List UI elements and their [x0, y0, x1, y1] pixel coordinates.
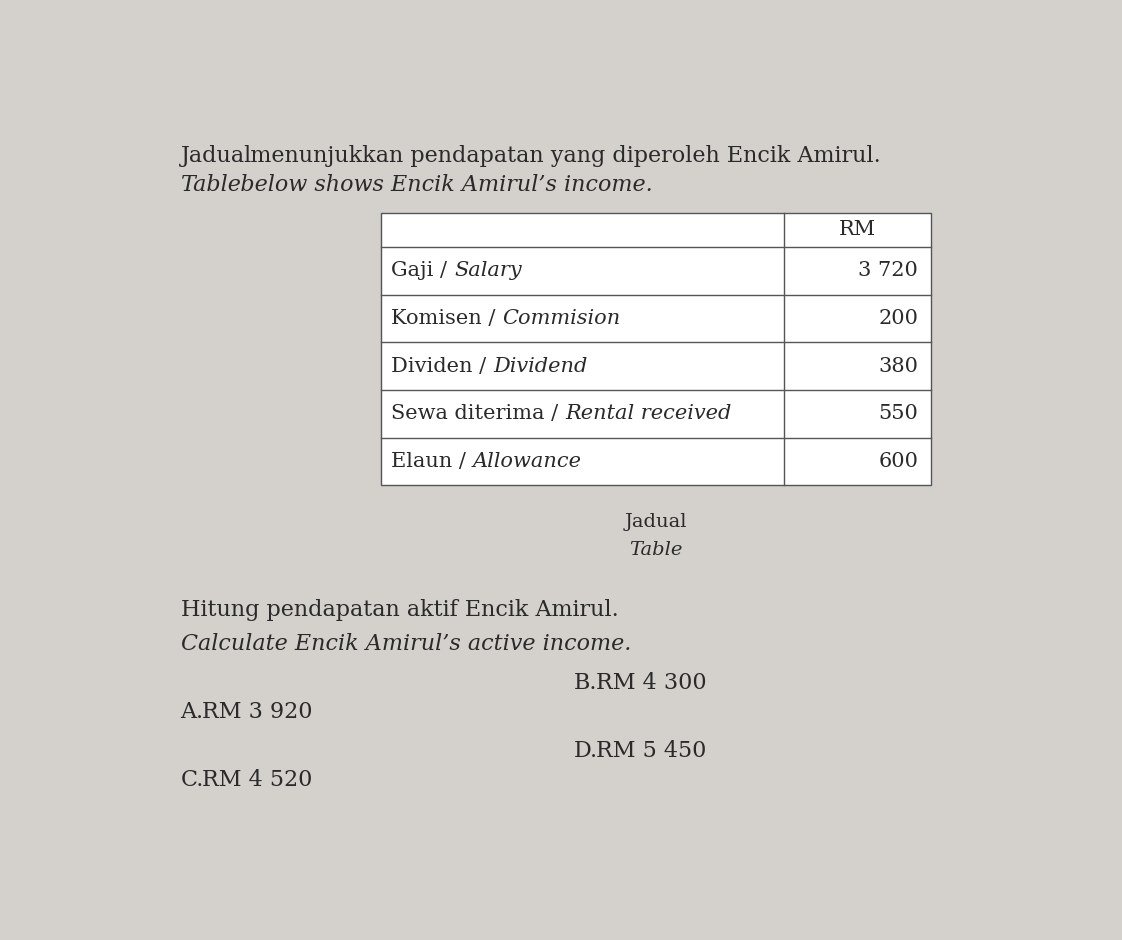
Text: RM 4 520: RM 4 520 — [202, 769, 313, 791]
Text: C.: C. — [181, 769, 204, 791]
Text: Sewa diterima /: Sewa diterima / — [392, 404, 565, 423]
Text: Allowance: Allowance — [472, 452, 582, 471]
Text: Hitung pendapatan aktif Encik Amirul.: Hitung pendapatan aktif Encik Amirul. — [181, 600, 618, 621]
Text: Dividen /: Dividen / — [392, 356, 493, 376]
Bar — [380, 212, 931, 485]
Text: 550: 550 — [879, 404, 918, 423]
Text: Calculate Encik Amirul’s active income.: Calculate Encik Amirul’s active income. — [181, 634, 631, 655]
Text: D.: D. — [574, 740, 598, 761]
Text: Rental received: Rental received — [565, 404, 732, 423]
Text: RM 3 920: RM 3 920 — [202, 701, 313, 723]
Text: 380: 380 — [879, 356, 918, 376]
Text: A.: A. — [181, 701, 204, 723]
Text: RM: RM — [838, 220, 875, 240]
Text: Table: Table — [629, 540, 682, 559]
Text: RM 4 300: RM 4 300 — [596, 672, 707, 694]
Text: Komisen /: Komisen / — [392, 309, 503, 328]
Text: B.: B. — [574, 672, 598, 694]
Text: menunjukkan pendapatan yang diperoleh Encik Amirul.: menunjukkan pendapatan yang diperoleh En… — [229, 145, 881, 167]
Text: below shows Encik Amirul’s income.: below shows Encik Amirul’s income. — [219, 175, 653, 196]
Text: 200: 200 — [879, 309, 918, 328]
Text: RM 5 450: RM 5 450 — [596, 740, 707, 761]
Text: Dividend: Dividend — [493, 356, 588, 376]
Text: Table: Table — [181, 175, 241, 196]
Text: 600: 600 — [879, 452, 918, 471]
Text: Salary: Salary — [454, 261, 522, 280]
Text: Gaji /: Gaji / — [392, 261, 454, 280]
Text: Commision: Commision — [503, 309, 620, 328]
Text: Elaun /: Elaun / — [392, 452, 472, 471]
Text: 3 720: 3 720 — [858, 261, 918, 280]
Text: Jadual: Jadual — [181, 145, 251, 167]
Text: Jadual: Jadual — [624, 513, 687, 531]
